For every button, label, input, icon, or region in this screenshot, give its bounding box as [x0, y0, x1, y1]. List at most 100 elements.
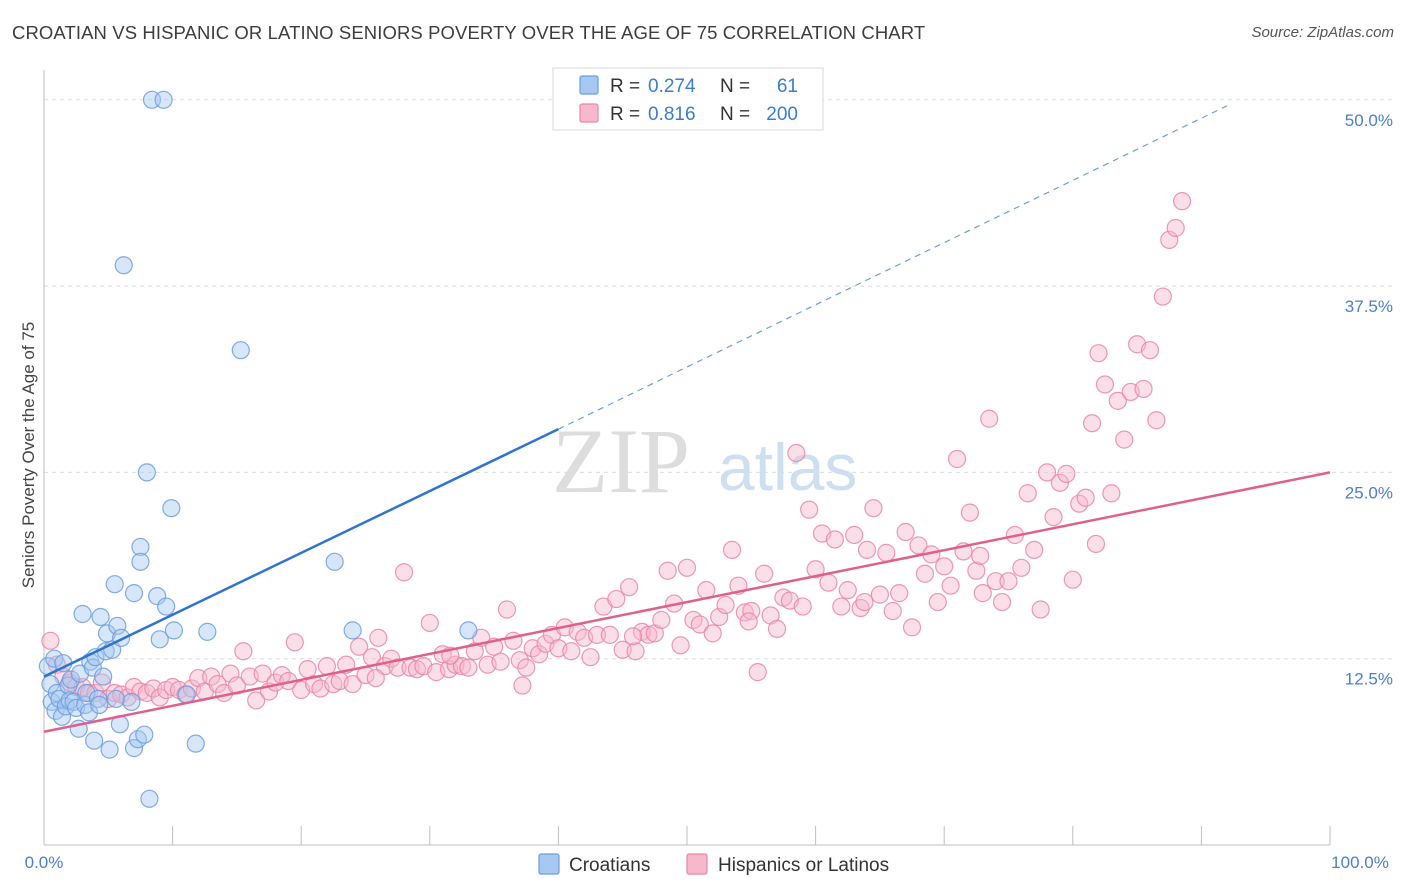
hispanic-point-136 [915, 564, 935, 583]
croatian-point-31 [100, 740, 119, 759]
croatian-point-3 [45, 649, 64, 668]
croatian-point-55 [177, 685, 196, 704]
hispanic-point-64 [452, 657, 472, 676]
hispanic-point-134 [902, 618, 922, 637]
hispanic-point-88 [607, 589, 626, 609]
croatian-point-52 [157, 597, 176, 616]
croatian-point-40 [124, 584, 144, 603]
hispanic-point-127 [857, 540, 877, 560]
hispanic-point-182 [855, 592, 874, 612]
croatian-point-23 [85, 731, 104, 750]
croatian-point-19 [77, 683, 96, 703]
hispanic-point-161 [1076, 488, 1095, 507]
hispanic-point-70 [491, 652, 510, 671]
bottom-legend-croatians: Croatians [569, 855, 650, 876]
y-tick-label-1: 25.0% [1345, 483, 1393, 502]
hispanic-point-30 [234, 642, 253, 661]
croatian-point-41 [124, 739, 144, 758]
hispanic-point-159 [1063, 570, 1082, 589]
croatian-point-26 [90, 695, 109, 715]
croatian-trend-line [43, 428, 559, 678]
hispanic-point-122 [825, 530, 844, 549]
hispanic-point-133 [896, 522, 915, 542]
hispanic-trend-line [43, 471, 1331, 733]
chart-title: CROATIAN VS HISPANIC OR LATINO SENIORS P… [12, 22, 926, 43]
hispanic-point-152 [1018, 484, 1037, 503]
hispanic-point-85 [587, 625, 607, 644]
croatian-point-12 [61, 670, 81, 689]
hispanic-point-153 [1025, 540, 1044, 560]
hispanic-point-158 [1057, 464, 1076, 483]
hispanic-point-33 [253, 664, 272, 683]
hispanic-point-157 [1050, 473, 1070, 492]
hispanic-point-76 [530, 645, 549, 664]
croatian-point-39 [122, 692, 141, 712]
croatian-point-49 [148, 587, 167, 606]
hispanic-point-123 [832, 597, 851, 616]
hispanic-point-175 [1166, 218, 1185, 238]
legend-r-label-1: R = [610, 76, 640, 97]
croatian-point-34 [106, 689, 126, 709]
croatian-point-27 [91, 607, 110, 627]
legend-swatch-hispanics [579, 103, 599, 123]
source-label: Source: ZipAtlas.com [1251, 24, 1394, 41]
hispanic-point-59 [420, 613, 439, 633]
hispanic-point-117 [793, 597, 812, 616]
hispanic-point-71 [497, 600, 517, 619]
bottom-legend-swatch-hispanics [686, 853, 708, 875]
hispanic-point-81 [562, 642, 581, 661]
hispanic-point-148 [992, 592, 1012, 612]
hispanic-point-111 [755, 564, 774, 583]
hispanic-point-165 [1102, 484, 1121, 503]
hispanic-point-154 [1031, 600, 1050, 619]
croatian-point-58 [231, 341, 250, 360]
legend-n-label-1: N = [720, 76, 750, 97]
hispanic-point-99 [677, 558, 697, 577]
watermark-zip: ZIP [552, 410, 690, 512]
croatian-trend-extension [558, 105, 1228, 430]
croatian-point-56 [186, 734, 205, 753]
croatian-point-51 [154, 90, 173, 109]
x-ticks [43, 826, 1331, 845]
hispanic-point-96 [658, 561, 677, 580]
hispanic-point-110 [748, 663, 767, 682]
croatian-point-17 [73, 604, 92, 624]
hispanic-point-130 [877, 543, 896, 562]
bottom-legend-hispanics: Hispanics or Latinos [718, 855, 889, 876]
legend-r-value-1: 0.274 [648, 76, 696, 97]
hispanic-point-179 [513, 676, 532, 695]
croatian-points [38, 90, 478, 808]
hispanic-point-125 [845, 525, 864, 545]
hispanic-point-170 [1134, 379, 1153, 399]
hispanic-point-131 [883, 601, 902, 621]
legend-r-value-2: 0.816 [648, 104, 696, 125]
legend-n-value-1: 61 [777, 76, 798, 97]
hispanic-point-103 [703, 624, 722, 643]
hispanic-point-87 [600, 625, 619, 644]
hispanic-point-141 [947, 449, 967, 469]
hispanic-point-151 [1012, 558, 1031, 577]
hispanic-point-90 [620, 578, 639, 597]
croatian-point-33 [105, 575, 124, 594]
croatian-point-43 [131, 537, 150, 557]
hispanic-point-139 [935, 557, 954, 576]
hispanic-point-101 [690, 615, 709, 634]
hispanic-point-146 [980, 409, 999, 428]
croatian-point-57 [198, 622, 217, 641]
hispanic-point-121 [819, 573, 838, 592]
y-tick-label-3: 50.0% [1345, 111, 1393, 130]
croatian-point-20 [79, 703, 99, 722]
hispanic-point-118 [800, 500, 819, 519]
croatian-point-28 [94, 667, 113, 686]
croatian-point-35 [108, 616, 127, 636]
hispanic-point-129 [870, 585, 890, 604]
bottom-legend: Croatians Hispanics or Latinos [538, 853, 889, 876]
legend-swatch-croatians [579, 75, 599, 95]
hispanic-point-163 [1089, 344, 1108, 363]
hispanic-point-162 [1082, 414, 1102, 433]
croatian-point-59 [325, 552, 344, 571]
x-tick-label-max: 100.0% [1331, 853, 1389, 872]
hispanic-point-181 [739, 612, 758, 631]
hispanic-point-124 [838, 581, 857, 600]
